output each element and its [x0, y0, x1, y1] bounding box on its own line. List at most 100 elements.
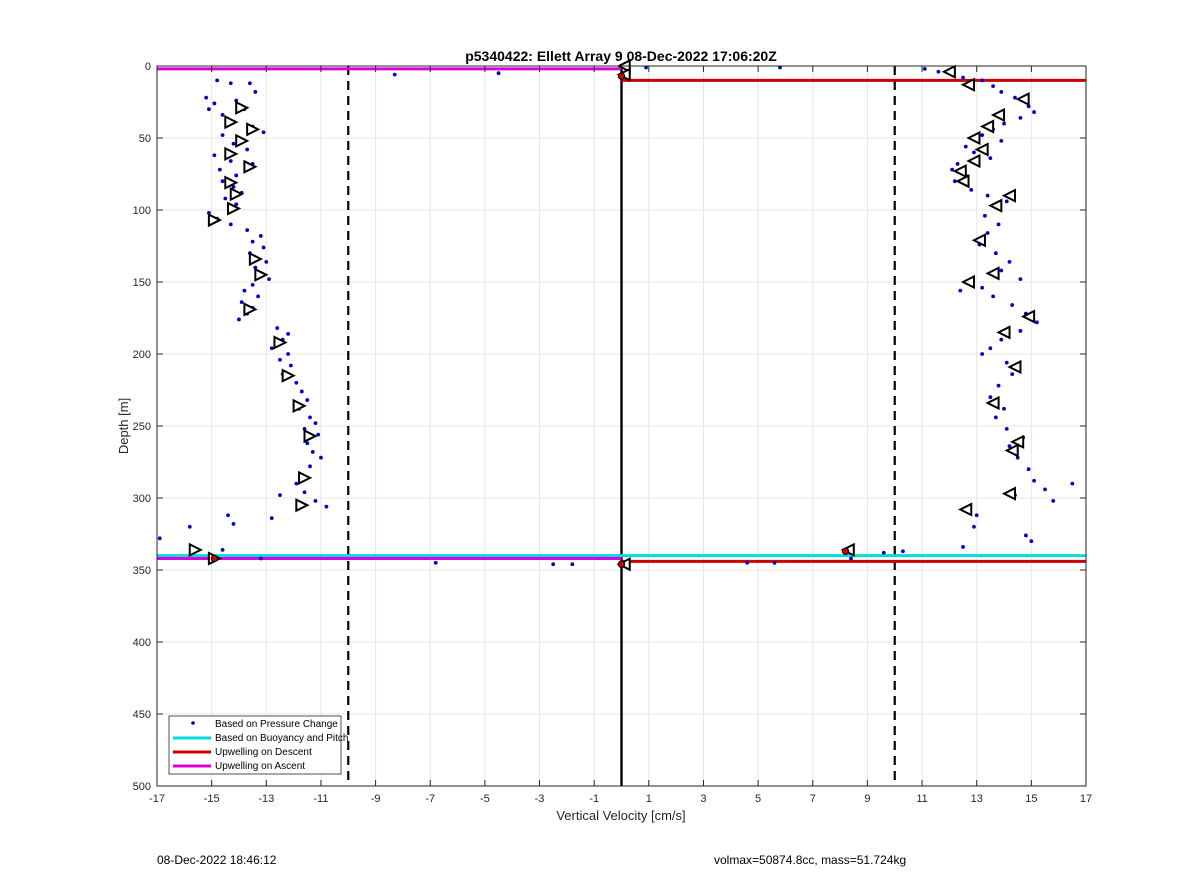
pressure-point	[1002, 121, 1006, 126]
pressure-point	[974, 513, 979, 518]
pressure-point	[1004, 199, 1009, 204]
pressure-point	[269, 346, 274, 351]
x-tick-label: -3	[535, 793, 545, 805]
pressure-point	[228, 159, 233, 163]
pressure-point	[319, 455, 323, 460]
triangle-marker	[229, 187, 244, 202]
x-tick-label: -11	[313, 793, 328, 805]
pressure-point	[961, 545, 965, 549]
triangle-marker	[254, 267, 269, 282]
pressure-point	[253, 90, 258, 94]
pressure-point	[996, 222, 1001, 227]
triangle-marker	[303, 428, 318, 444]
x-tick-label: -9	[371, 793, 381, 805]
pressure-point	[278, 357, 282, 362]
pressure-point	[999, 337, 1004, 342]
pressure-point	[250, 282, 255, 287]
pressure-point	[1007, 259, 1012, 264]
pressure-point	[392, 72, 397, 77]
triangle-marker	[248, 251, 264, 267]
legend-label-ascent: Upwelling on Ascent	[215, 761, 305, 772]
pressure-point	[261, 130, 266, 135]
y-tick-label: 50	[139, 133, 151, 145]
triangle-marker	[246, 122, 261, 137]
triangle-marker	[1007, 359, 1022, 375]
y-tick-label: 100	[133, 205, 151, 217]
triangle-marker	[988, 198, 1003, 213]
legend-box	[168, 715, 342, 775]
pressure-point	[955, 162, 960, 166]
pressure-point	[988, 156, 993, 161]
y-tick-label: 0	[145, 61, 151, 73]
pressure-point	[278, 493, 282, 498]
pressure-point	[220, 113, 225, 117]
triangle-marker	[224, 175, 239, 190]
pressure-point	[237, 317, 241, 322]
pressure-point	[294, 380, 299, 385]
x-tick-label: -13	[258, 793, 274, 805]
x-tick-label: 1	[646, 793, 652, 805]
pressure-point	[999, 90, 1004, 94]
y-axis-label: Depth [m]	[116, 398, 131, 454]
pressure-point	[1004, 426, 1009, 431]
x-tick-label: 17	[1080, 793, 1092, 805]
pressure-point	[228, 81, 233, 86]
triangle-marker	[952, 164, 967, 179]
pressure-point	[950, 167, 955, 172]
pressure-point	[187, 524, 192, 529]
x-tick-label: -1	[589, 793, 599, 805]
pressure-point	[234, 173, 239, 178]
pressure-point	[988, 395, 993, 400]
triangle-marker	[974, 142, 989, 157]
pressure-point	[234, 202, 239, 207]
pressure-point	[496, 71, 501, 76]
pressure-point	[980, 133, 985, 138]
legend-symbol-pressure	[191, 721, 195, 725]
triangle-marker	[235, 100, 250, 115]
horizontal-lines	[157, 67, 1086, 563]
pressure-point	[267, 277, 271, 282]
y-tick-label: 500	[133, 781, 151, 793]
circle-marker	[617, 560, 626, 568]
pressure-point	[980, 285, 985, 290]
reference-lines	[347, 66, 896, 786]
y-tick-label: 350	[133, 565, 151, 577]
pressure-point	[1013, 95, 1017, 100]
x-tick-label: 15	[1025, 793, 1037, 805]
pressure-point	[308, 464, 312, 469]
triangle-marker	[958, 502, 973, 517]
circle-marker	[210, 554, 219, 563]
pressure-point	[980, 352, 985, 356]
pressure-point	[258, 234, 263, 238]
pressure-point	[245, 228, 250, 233]
y-tick-label: 200	[133, 349, 151, 361]
x-axis-label: Vertical Velocity [cm/s]	[556, 808, 685, 823]
triangle-marker	[1001, 486, 1016, 501]
pressure-point	[215, 78, 220, 83]
pressure-point	[958, 288, 963, 293]
triangle-marker	[971, 233, 986, 248]
pressure-point	[286, 352, 291, 356]
x-tick-label: -5	[480, 793, 490, 805]
pressure-point	[988, 346, 993, 351]
triangle-marker	[1001, 188, 1016, 203]
pressure-point	[985, 231, 990, 235]
pressure-point	[231, 185, 236, 189]
triangle-marker	[966, 153, 981, 169]
pressure-point	[983, 213, 987, 218]
y-tick-label: 300	[133, 493, 151, 505]
triangle-marker	[243, 159, 258, 174]
triangle-marker	[207, 212, 223, 228]
y-tick-label: 250	[133, 421, 151, 433]
pressure-point	[212, 153, 217, 158]
pressure-point	[1018, 329, 1023, 333]
triangle-marker	[227, 201, 242, 216]
pressure-point	[1026, 467, 1031, 472]
pressure-point	[1051, 498, 1056, 503]
pressure-point	[972, 524, 976, 529]
pressure-point	[570, 562, 575, 567]
triangle-marker	[292, 398, 307, 413]
pressure-point	[226, 513, 230, 518]
x-tick-label: -7	[425, 793, 435, 805]
